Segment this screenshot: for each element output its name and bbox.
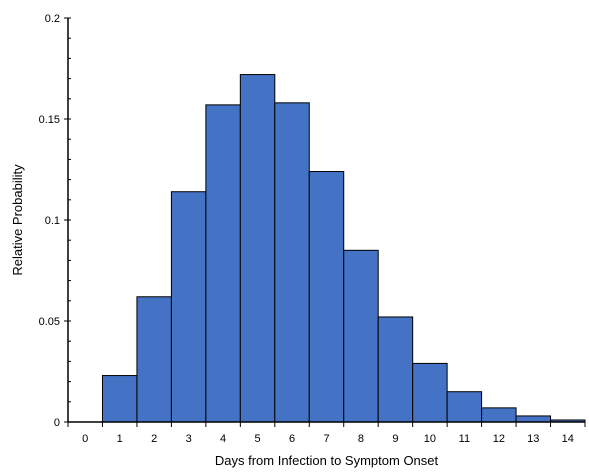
bars-group bbox=[101, 74, 586, 423]
bar-1 bbox=[136, 296, 172, 423]
x-tick-label-8: 8 bbox=[358, 433, 364, 445]
bar-5 bbox=[274, 102, 310, 423]
x-tick-label-4: 4 bbox=[220, 433, 226, 445]
x-tick-label-2: 2 bbox=[151, 433, 157, 445]
y-tick-label-3: 0.15 bbox=[39, 114, 60, 126]
ticks-group: 00.050.10.150.20 1 2 3 4 5 6 7 8 9 10 11 12 13 14 bbox=[39, 13, 586, 445]
x-tick-label-3: 3 bbox=[186, 433, 192, 445]
x-tick-label-13: 13 bbox=[527, 433, 539, 445]
bar-4 bbox=[239, 74, 276, 423]
y-axis-title: Relative Probability bbox=[10, 164, 25, 276]
x-tick-label-7: 7 bbox=[323, 433, 329, 445]
bar-10 bbox=[446, 391, 483, 423]
bar-9 bbox=[412, 362, 448, 423]
bar-11 bbox=[481, 407, 517, 423]
x-axis-title: Days from Infection to Symptom Onset bbox=[215, 453, 439, 468]
bar-3 bbox=[205, 104, 241, 423]
bar-0 bbox=[101, 375, 138, 423]
y-tick-label-2: 0.1 bbox=[45, 215, 60, 227]
x-tick-label-1: 1 bbox=[117, 433, 123, 445]
y-tick-label-0: 0 bbox=[54, 417, 60, 429]
bar-2 bbox=[170, 191, 207, 423]
y-tick-label-1: 0.05 bbox=[39, 316, 60, 328]
bar-8 bbox=[377, 316, 414, 423]
x-tick-label-6: 6 bbox=[289, 433, 295, 445]
bar-6 bbox=[308, 171, 345, 423]
bar-12 bbox=[515, 415, 552, 423]
x-tick-label-12: 12 bbox=[493, 433, 505, 445]
x-tick-label-5: 5 bbox=[255, 433, 261, 445]
x-tick-label-14: 14 bbox=[562, 433, 574, 445]
y-tick-label-4: 0.2 bbox=[45, 13, 60, 25]
x-tick-label-10: 10 bbox=[424, 433, 436, 445]
x-tick-label-11: 11 bbox=[459, 433, 470, 445]
x-tick-label-9: 9 bbox=[392, 433, 398, 445]
bar-7 bbox=[343, 249, 379, 423]
x-tick-label-0: 0 bbox=[82, 433, 88, 445]
